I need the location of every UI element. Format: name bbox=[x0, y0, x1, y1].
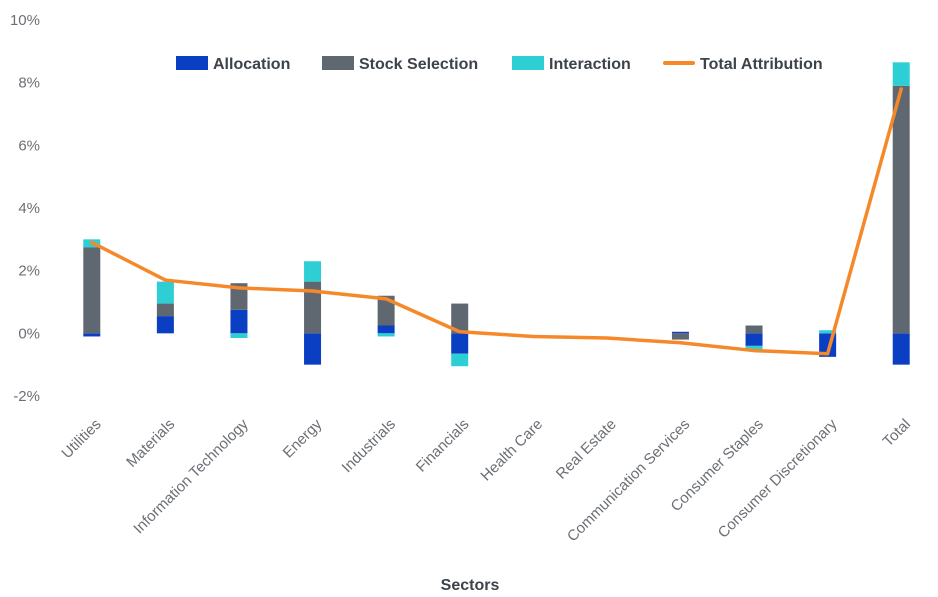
x-tick-label: Total bbox=[880, 416, 914, 450]
bar-stock-selection bbox=[451, 303, 469, 334]
bar-allocation bbox=[377, 325, 395, 334]
legend-label: Stock Selection bbox=[359, 56, 478, 73]
line-total-attribution bbox=[90, 87, 903, 356]
y-tick-label: 4% bbox=[18, 200, 40, 217]
x-tick-label: Communication Services bbox=[564, 416, 693, 545]
bar-allocation bbox=[451, 333, 469, 354]
bar-allocation bbox=[745, 333, 763, 346]
bar-stock-selection bbox=[83, 247, 101, 334]
x-tick-label: Real Estate bbox=[553, 416, 620, 483]
bar-interaction bbox=[819, 330, 837, 334]
legend-label: Total Attribution bbox=[700, 56, 823, 73]
x-tick-label: Energy bbox=[280, 415, 326, 461]
y-tick-label: 6% bbox=[18, 137, 40, 154]
x-tick-label: Utilities bbox=[58, 416, 104, 462]
bar-allocation bbox=[156, 316, 174, 334]
line-marks bbox=[90, 87, 903, 356]
legend-swatch bbox=[663, 61, 695, 65]
y-tick-label: 2% bbox=[18, 263, 40, 280]
legend-swatch bbox=[176, 56, 208, 70]
bar-allocation bbox=[671, 331, 689, 334]
legend-swatch bbox=[512, 56, 544, 70]
legend-swatch bbox=[322, 56, 354, 70]
y-axis-ticks: -2% 0% 2% 4% 6% 8% 10% bbox=[10, 12, 40, 405]
legend: Allocation Stock Selection Interaction Tota… bbox=[176, 56, 823, 73]
bar-allocation bbox=[83, 333, 101, 337]
bar-marks bbox=[83, 62, 910, 367]
x-tick-label: Financials bbox=[413, 416, 473, 476]
legend-label: Allocation bbox=[213, 56, 290, 73]
y-tick-label: -2% bbox=[13, 388, 40, 405]
x-tick-label: Health Care bbox=[477, 416, 546, 485]
bar-stock-selection bbox=[745, 325, 763, 334]
bar-stock-selection bbox=[671, 333, 689, 340]
bar-interaction bbox=[304, 261, 322, 282]
bar-stock-selection bbox=[304, 281, 322, 334]
bar-allocation bbox=[892, 333, 910, 365]
bar-allocation bbox=[304, 333, 322, 365]
bar-allocation bbox=[230, 309, 248, 334]
bar-interaction bbox=[892, 62, 910, 86]
bar-stock-selection bbox=[377, 295, 395, 326]
bar-interaction bbox=[156, 281, 174, 304]
bar-stock-selection bbox=[230, 283, 248, 310]
bar-interaction bbox=[377, 333, 395, 337]
bar-stock-selection bbox=[156, 303, 174, 317]
bar-interaction bbox=[745, 345, 763, 351]
y-tick-label: 10% bbox=[10, 12, 40, 29]
x-tick-label: Materials bbox=[123, 416, 178, 471]
y-tick-label: 0% bbox=[18, 325, 40, 342]
x-tick-label: Consumer Discretionary bbox=[715, 415, 841, 541]
x-tick-label: Industrials bbox=[339, 416, 399, 476]
bar-interaction bbox=[451, 353, 469, 367]
bar-interaction bbox=[230, 333, 248, 339]
x-axis-title: Sectors bbox=[441, 577, 500, 594]
bar-stock-selection bbox=[892, 85, 910, 334]
y-tick-label: 8% bbox=[18, 75, 40, 92]
legend-label: Interaction bbox=[549, 56, 631, 73]
